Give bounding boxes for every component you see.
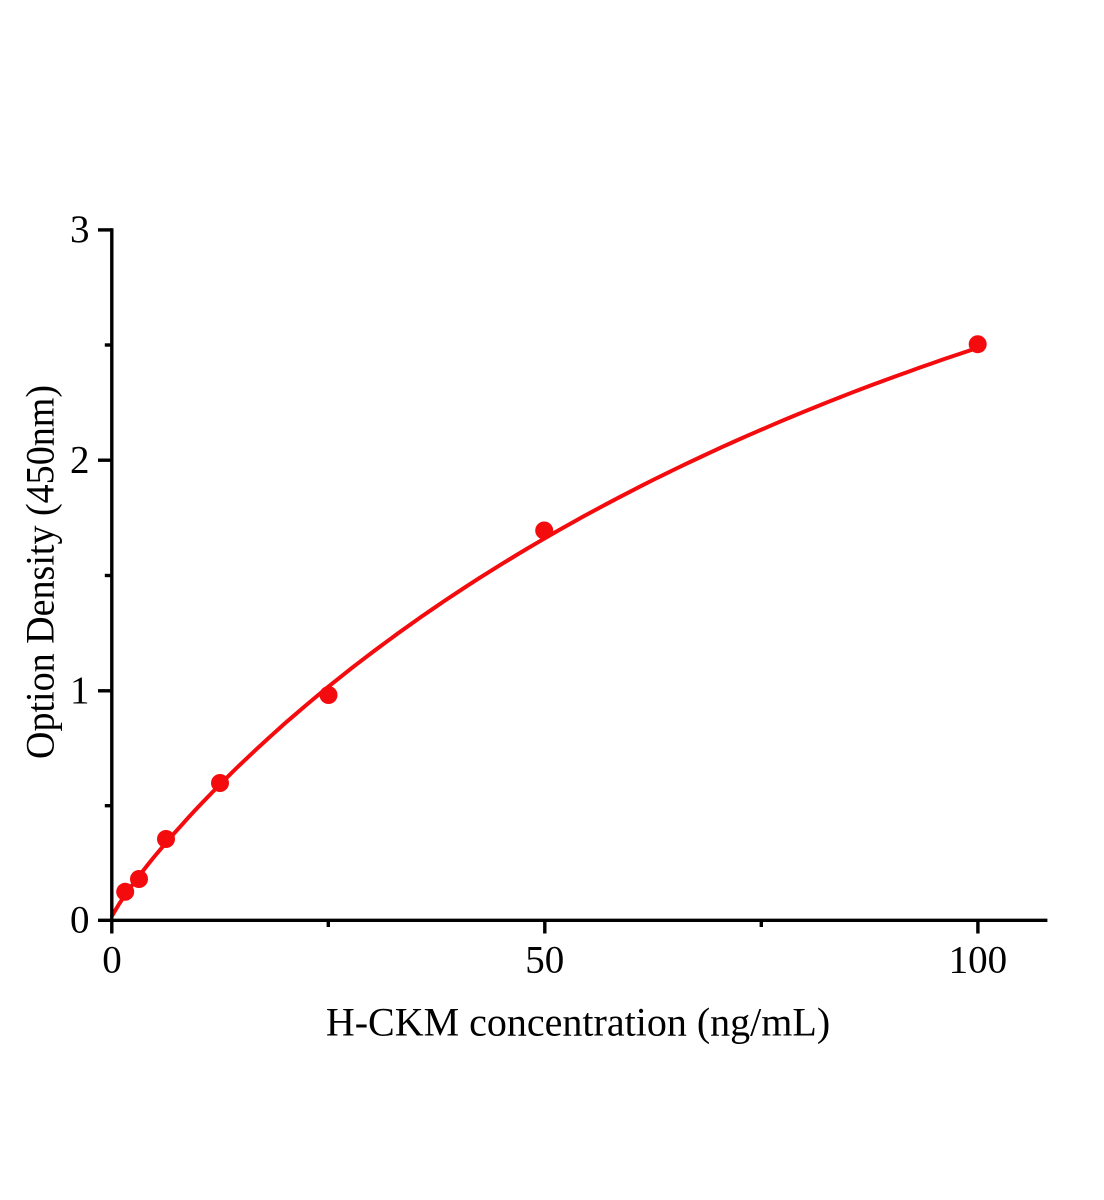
svg-text:0: 0: [70, 898, 90, 941]
svg-text:2: 2: [70, 438, 90, 481]
svg-text:100: 100: [949, 939, 1008, 982]
svg-text:3: 3: [70, 208, 90, 251]
svg-text:50: 50: [525, 939, 564, 982]
svg-text:1: 1: [70, 669, 90, 712]
svg-text:Option Density (450nm): Option Density (450nm): [18, 385, 63, 759]
svg-text:0: 0: [102, 939, 122, 982]
svg-text:H-CKM concentration (ng/mL): H-CKM concentration (ng/mL): [326, 1000, 830, 1045]
